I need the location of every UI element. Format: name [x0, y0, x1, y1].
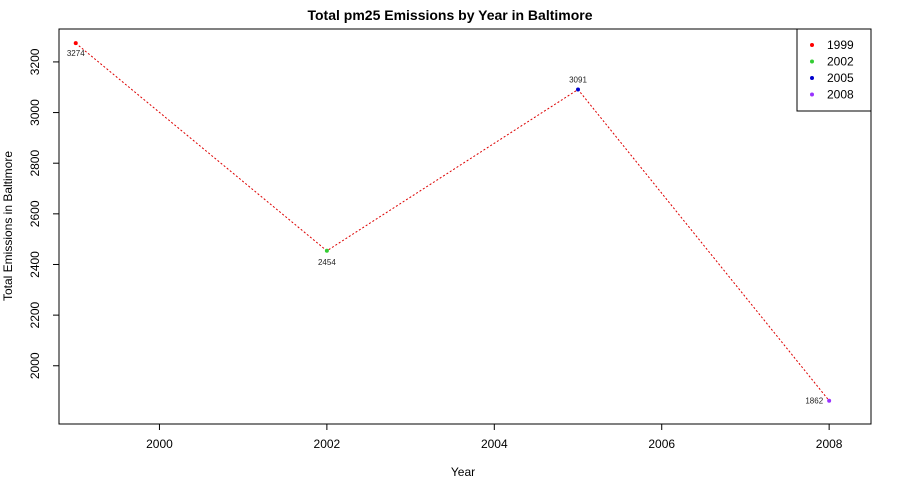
legend-label: 2008: [827, 88, 854, 102]
x-axis-label: Year: [451, 465, 475, 479]
y-tick-label: 2800: [28, 150, 42, 177]
data-label: 3091: [569, 76, 587, 85]
x-axis: 2000 2002 2004 2006 2008: [146, 424, 843, 451]
legend-label: 1999: [827, 38, 854, 52]
y-axis-label: Total Emissions in Baltimore: [1, 151, 15, 301]
legend: 1999 2002 2005 2008: [796, 28, 872, 112]
y-tick-label: 2000: [28, 352, 42, 379]
series-line: [75, 42, 830, 402]
x-tick-label: 2008: [816, 437, 843, 451]
series-emissions: 3274 2454 3091 1862: [67, 41, 832, 406]
y-tick-label: 3000: [28, 99, 42, 126]
x-tick-label: 2000: [146, 437, 173, 451]
data-point: [324, 248, 329, 253]
y-tick-label: 3200: [28, 48, 42, 75]
plot-frame: [58, 28, 872, 425]
x-tick-label: 2002: [314, 437, 341, 451]
y-tick-label: 2200: [28, 301, 42, 328]
legend-marker: [810, 76, 814, 80]
data-point: [576, 87, 581, 92]
data-label: 3274: [67, 49, 85, 58]
data-point: [827, 398, 832, 403]
legend-label: 2002: [827, 55, 854, 69]
y-axis: 2000 2200 2400 2600 2800 3000 3200: [28, 48, 59, 379]
legend-marker: [810, 92, 814, 97]
legend-box: [796, 28, 872, 112]
legend-marker: [810, 59, 814, 64]
y-tick-label: 2600: [28, 200, 42, 227]
legend-marker: [810, 43, 814, 47]
y-tick-label: 2400: [28, 251, 42, 278]
legend-label: 2005: [827, 71, 854, 85]
data-label: 1862: [805, 397, 823, 406]
x-tick-label: 2006: [648, 437, 675, 451]
x-tick-label: 2004: [481, 437, 508, 451]
data-label: 2454: [318, 258, 336, 267]
chart-title: Total pm25 Emissions by Year in Baltimor…: [307, 7, 592, 23]
data-point: [73, 41, 78, 46]
